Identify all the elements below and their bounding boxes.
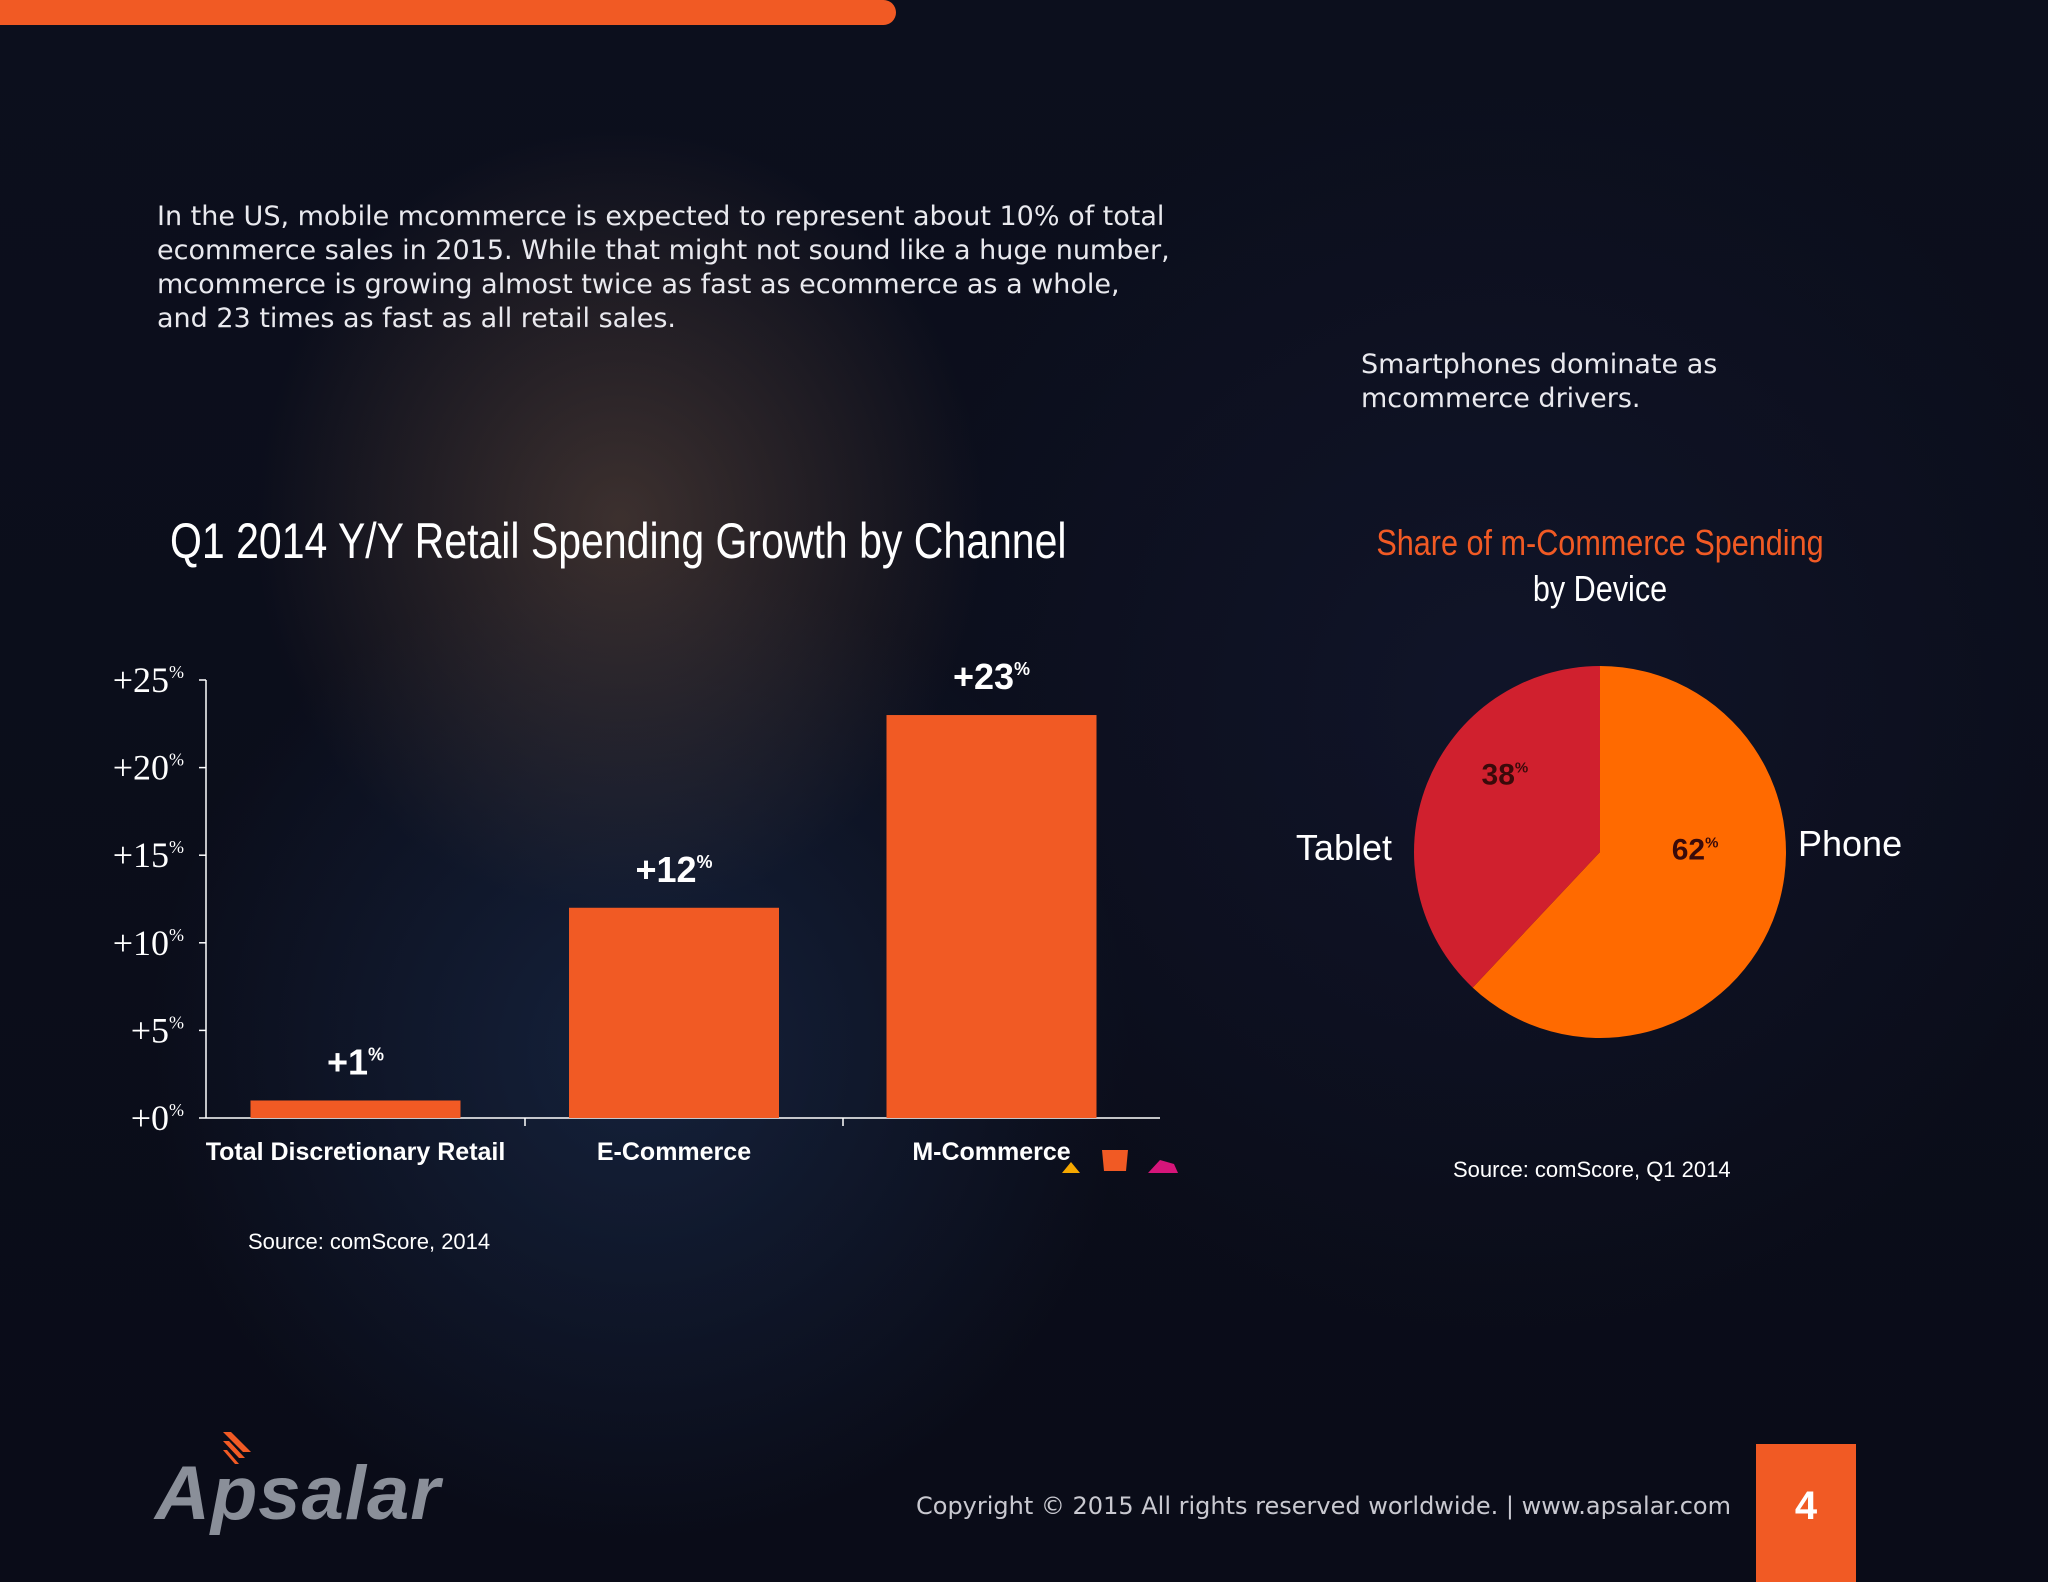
bar-value-label: +1% — [327, 1041, 384, 1082]
pie-chart-title: Share of m-Commerce Spending — [1376, 522, 1824, 563]
decor-triangle — [1062, 1162, 1080, 1173]
pie-value-label: 62% — [1672, 834, 1719, 867]
page-number: 4 — [1794, 1484, 1818, 1528]
bar-chart-source: Source: comScore, 2014 — [248, 1229, 491, 1254]
bar-value-label: +23% — [953, 656, 1030, 697]
pie-chart-source: Source: comScore, Q1 2014 — [1453, 1157, 1731, 1182]
logo-text: Apsalar — [155, 1451, 441, 1536]
x-tick-label: Total Discretionary Retail — [206, 1138, 506, 1166]
apsalar-logo: Apsalar — [155, 1432, 475, 1542]
y-tick-label: +0% — [131, 1098, 184, 1138]
footer-copyright: Copyright © 2015 All rights reserved wor… — [916, 1492, 1731, 1520]
y-tick-label: +15% — [113, 835, 184, 875]
bar — [250, 1100, 461, 1118]
pie-value-label: 38% — [1482, 758, 1529, 791]
y-tick-label: +5% — [131, 1010, 184, 1050]
side-note: Smartphones dominate as mcommerce driver… — [1361, 349, 1718, 414]
bar — [569, 907, 779, 1118]
pie-chart-subtitle: by Device — [1532, 568, 1668, 609]
page-number-box: 4 — [1756, 1444, 1856, 1582]
intro-paragraph: In the US, mobile mcommerce is expected … — [157, 201, 1170, 334]
x-tick-label: E-Commerce — [597, 1138, 751, 1166]
bar-value-label: +12% — [635, 849, 712, 890]
x-tick-label: M-Commerce — [912, 1138, 1070, 1166]
decor-shape — [1148, 1160, 1178, 1173]
decor-square — [1102, 1150, 1128, 1171]
pie-slice-tablet — [1413, 666, 1600, 988]
pie-legend-tablet: Tablet — [1296, 827, 1392, 868]
logo-stripes-icon — [223, 1432, 251, 1464]
bar-chart-title: Q1 2014 Y/Y Retail Spending Growth by Ch… — [170, 513, 1067, 569]
pie-slice-phone — [1472, 666, 1786, 1038]
y-tick-label: +25% — [113, 660, 184, 700]
y-tick-label: +10% — [113, 923, 184, 963]
pie-legend-phone: Phone — [1798, 823, 1902, 864]
y-tick-label: +20% — [113, 748, 184, 788]
top-accent-bar — [0, 0, 896, 25]
bar — [886, 715, 1097, 1118]
